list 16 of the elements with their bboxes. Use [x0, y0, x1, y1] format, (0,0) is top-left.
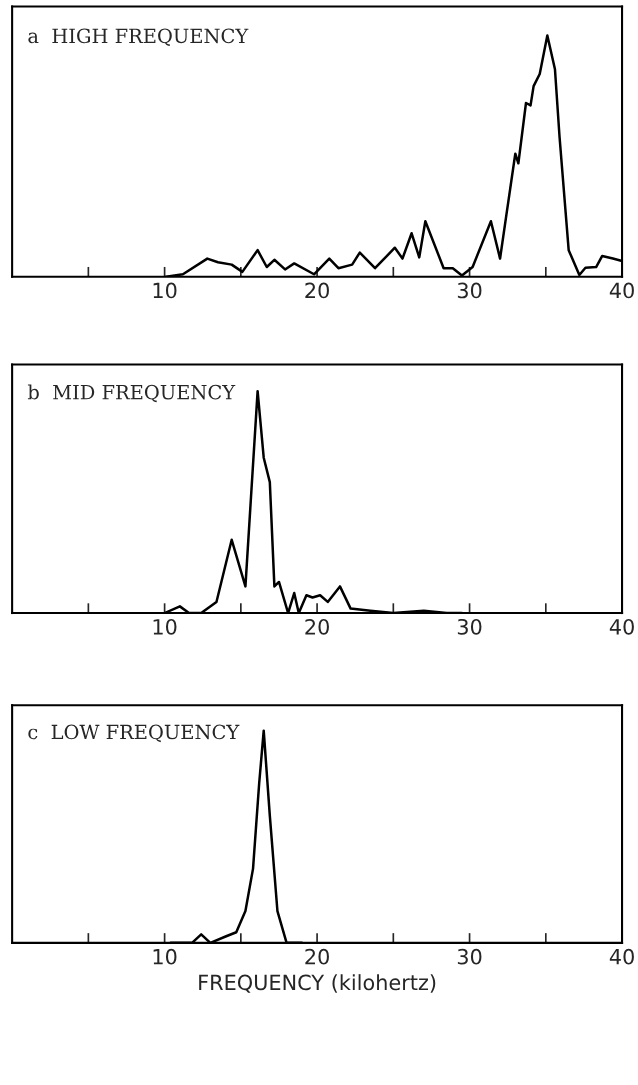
chart-title: a HIGH FREQUENCY — [28, 28, 249, 47]
x-tick-label: 20 — [305, 618, 329, 635]
x-tick-label: 30 — [457, 618, 482, 635]
x-tick-label: 30 — [457, 948, 482, 965]
x-tick-label: 20 — [305, 948, 329, 965]
x-tick-label: 30 — [457, 282, 482, 299]
chart-title: b MID FREQUENCY — [27, 384, 236, 403]
x-tick-label: 40 — [609, 282, 634, 299]
x-axis-title: FREQUENCY (kilohertz) — [199, 974, 436, 993]
x-tick-label: 10 — [153, 618, 177, 635]
x-tick-label: 10 — [153, 282, 177, 299]
x-tick-label: 40 — [609, 618, 634, 635]
x-tick-label: 20 — [305, 282, 329, 299]
chart-title: c LOW FREQUENCY — [28, 724, 240, 743]
x-tick-label: 40 — [609, 948, 634, 965]
x-tick-label: 10 — [153, 948, 177, 965]
